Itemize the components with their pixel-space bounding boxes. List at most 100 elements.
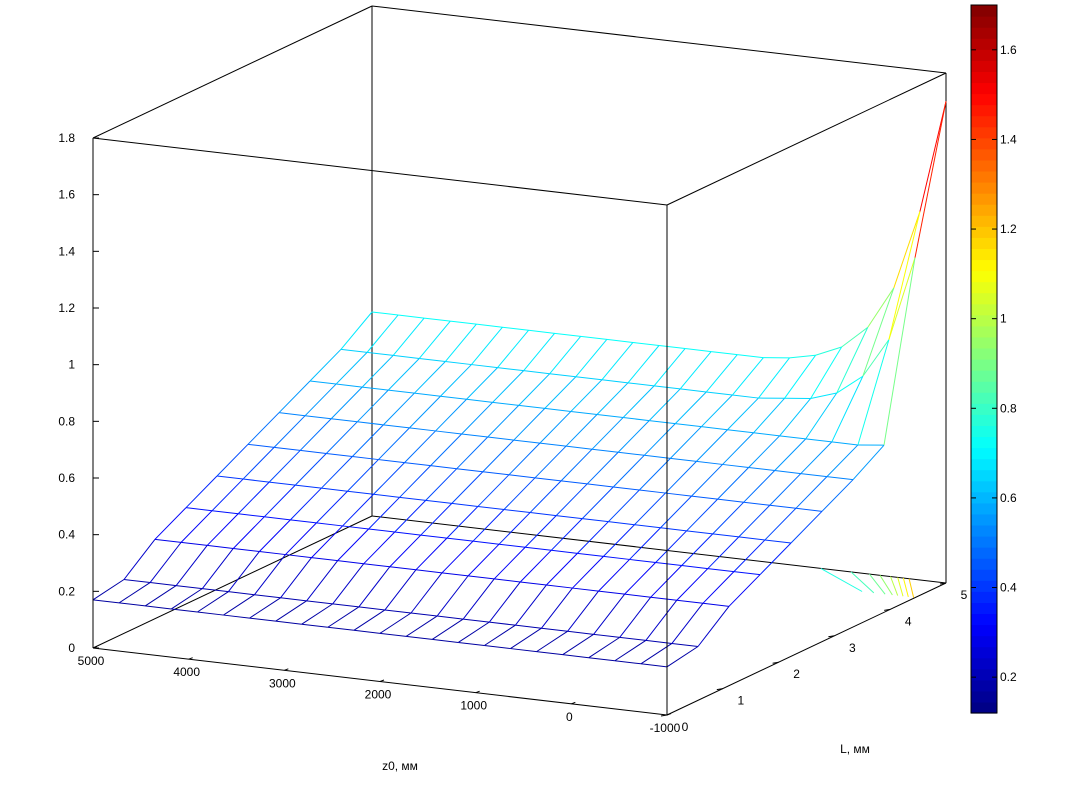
z-tick-label: 1.8 <box>58 131 75 145</box>
surface-edge <box>513 439 540 444</box>
surface-edge <box>577 521 609 554</box>
surface-edge <box>144 585 177 607</box>
surface-edge <box>145 605 172 610</box>
colorbar-tick-label: 0.4 <box>1000 581 1017 595</box>
surface-edge <box>237 481 270 515</box>
surface-edge <box>436 575 469 617</box>
surface-edge <box>779 398 812 437</box>
colorbar-swatch <box>971 49 997 61</box>
surface-edge <box>342 525 369 530</box>
surface-edge <box>601 342 634 381</box>
surface-edge <box>534 445 567 479</box>
surface-edge <box>394 531 421 536</box>
surface-edge <box>299 418 332 451</box>
surface-edge <box>332 563 365 605</box>
colorbar-swatch <box>971 480 997 493</box>
surface-edge <box>795 507 823 512</box>
surface-edge <box>764 507 797 541</box>
surface-edge <box>815 346 842 356</box>
surface-edge <box>562 654 589 659</box>
colorbar-swatch <box>971 547 997 559</box>
surface-edge <box>482 471 509 476</box>
surface-edge <box>463 618 490 623</box>
surface-edge <box>342 493 374 527</box>
y-tick-label: 4 <box>905 614 912 628</box>
surface-edge <box>154 507 187 540</box>
surface-edge <box>536 630 568 653</box>
surface-edge <box>546 552 578 586</box>
surface-edge <box>608 521 635 526</box>
x-tick-label: 1000 <box>460 699 487 713</box>
surface-edge <box>309 380 337 385</box>
surface-edge <box>893 211 921 289</box>
colorbar-swatch <box>971 513 997 526</box>
surface-edge <box>556 515 583 520</box>
surface-edge <box>331 418 358 423</box>
surface-edge <box>461 433 488 438</box>
colorbar-tick-label: 0.8 <box>1000 401 1017 415</box>
surface-edge <box>430 433 462 467</box>
surface-edge <box>784 354 816 399</box>
colorbar-swatch <box>971 690 997 703</box>
surface-edge <box>387 358 420 391</box>
surface-edge <box>612 454 645 488</box>
colorbar-swatch <box>971 436 997 449</box>
surface-edge <box>748 435 780 468</box>
surface-edge <box>655 561 682 567</box>
contour-line <box>820 567 863 592</box>
colorbar-swatch <box>971 491 997 504</box>
surface-edge <box>627 382 655 387</box>
box-edge <box>92 515 373 649</box>
surface-edge <box>405 615 438 637</box>
surface-edge <box>123 539 156 580</box>
surface-edge <box>536 651 563 656</box>
surface-edge <box>503 477 536 510</box>
surface-edge <box>456 468 483 473</box>
surface-edge <box>497 367 524 372</box>
surface-edge <box>243 478 270 483</box>
surface-edge <box>685 348 712 353</box>
surface-edge <box>247 412 280 445</box>
contour-line <box>908 578 915 598</box>
surface-edge <box>836 375 864 394</box>
colorbar-swatch <box>971 392 997 404</box>
surface-edge <box>398 314 425 319</box>
surface-edge <box>567 630 594 635</box>
surface-edge <box>705 354 738 393</box>
surface-edge <box>305 415 332 420</box>
surface-edge <box>510 627 542 649</box>
surface-edge <box>415 537 448 571</box>
colorbar-swatch <box>971 646 997 659</box>
surface-edge <box>280 557 312 599</box>
surface-edge <box>707 536 740 569</box>
surface-edge <box>290 487 322 521</box>
surface-edge <box>249 597 281 619</box>
surface-edge <box>691 495 718 500</box>
surface-edge <box>554 332 581 337</box>
surface-edge <box>671 642 699 647</box>
surface-edge <box>321 487 348 492</box>
surface-edge <box>555 483 588 516</box>
surface-edge <box>560 448 593 482</box>
surface-edge <box>764 539 792 544</box>
colorbar-tick-label: 1 <box>1000 312 1007 326</box>
x-tick-label: 3000 <box>269 676 296 690</box>
surface-edge <box>541 587 573 629</box>
colorbar-swatch <box>971 16 997 28</box>
surface-edge <box>432 638 459 643</box>
surface-edge <box>539 442 567 447</box>
surface-edge <box>753 432 780 437</box>
surface-edge <box>769 473 802 506</box>
surface-edge <box>285 554 312 559</box>
surface-edge <box>247 443 275 448</box>
surface-edge <box>562 633 594 656</box>
surface-edge <box>373 462 405 495</box>
surface-edge <box>456 436 489 470</box>
z-tick-label: 1.2 <box>58 301 75 315</box>
surface-edge <box>336 383 363 388</box>
surface-edge <box>737 354 764 359</box>
colorbar-swatch <box>971 469 997 482</box>
colorbar-swatch <box>971 624 997 637</box>
surface-edge <box>358 606 385 611</box>
surface-edge <box>743 470 776 503</box>
